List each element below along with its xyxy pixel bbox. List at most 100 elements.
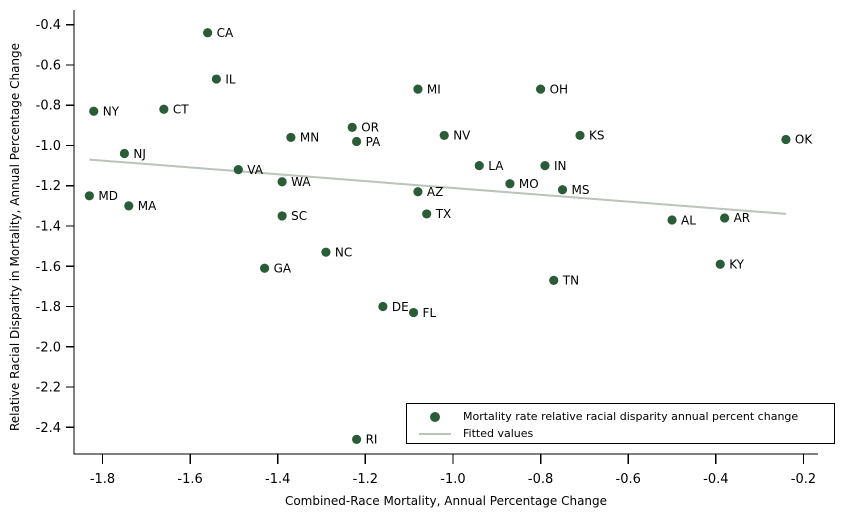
state-label-FL: FL [423,306,437,320]
data-point-NV [439,130,449,141]
data-point-PA [351,136,362,147]
data-point-MO [505,179,515,189]
data-point-AR [720,213,730,223]
state-label-AL: AL [681,213,696,227]
data-point-OR [347,122,357,132]
state-label-PA: PA [366,135,381,149]
data-point-MA [124,201,134,211]
y-tick-label: -0.8 [36,99,61,114]
x-tick-label: -0.2 [791,472,816,487]
y-tick-label: -0.6 [36,58,61,73]
data-point-CT [159,104,169,114]
state-label-GA: GA [274,262,292,276]
state-label-IN: IN [554,159,567,173]
state-label-MS: MS [572,183,590,197]
x-tick-label: -0.8 [528,472,553,487]
data-point-NY [89,106,99,116]
legend-swatch-cell [415,432,455,435]
state-label-OK: OK [795,133,813,147]
data-point-NJ [119,148,130,159]
data-point-GA [259,263,270,273]
data-point-MI [413,84,423,94]
state-label-KS: KS [589,129,605,143]
legend: Mortality rate relative racial disparity… [406,403,835,444]
data-point-CA [203,28,213,38]
state-label-KY: KY [729,258,744,272]
data-point-OK [781,134,791,145]
legend-entry-label: Fitted values [463,427,534,440]
state-label-MA: MA [138,199,157,213]
state-label-WA: WA [291,175,311,189]
y-tick-label: -1.6 [36,260,61,275]
state-label-AZ: AZ [427,185,443,199]
y-tick-label: -2.0 [36,340,61,355]
state-label-SC: SC [291,209,307,223]
legend-entry-fitted-line: Fitted values [407,425,834,442]
fitted-line [89,158,787,215]
y-tick-label: -0.4 [36,18,61,33]
state-label-VA: VA [247,163,263,177]
state-label-MO: MO [519,177,539,191]
data-point-VA [233,165,243,175]
state-label-TN: TN [562,274,579,288]
state-label-LA: LA [488,159,504,173]
legend-entry-label: Mortality rate relative racial disparity… [463,410,799,423]
data-point-AL [667,215,677,225]
data-point-RI [351,434,362,444]
state-label-NJ: NJ [133,147,146,161]
data-point-TN [549,275,559,285]
fitted-line-icon [419,432,451,435]
x-axis-title: Combined-Race Mortality, Annual Percenta… [284,494,608,508]
data-point-KS [575,130,585,141]
x-tick-label: -1.4 [265,472,290,487]
data-point-NC [321,247,331,257]
x-tick-label: -1.6 [177,472,202,487]
data-point-LA [474,161,484,171]
state-label-NC: NC [335,245,352,259]
y-tick-label: -2.4 [36,421,61,436]
data-point-OH [536,84,546,94]
state-label-CA: CA [217,26,234,40]
data-point-IL [211,74,222,84]
y-tick-label: -1.0 [36,139,61,154]
state-label-NY: NY [103,105,120,119]
legend-entry-marker: Mortality rate relative racial disparity… [407,408,834,425]
state-label-IL: IL [225,72,236,86]
x-tick-label: -0.6 [616,472,641,487]
scatter-marker-icon [430,411,440,422]
data-point-IN [540,161,550,171]
y-tick-label: -1.4 [36,220,61,235]
data-point-MD [84,191,94,201]
state-label-AR: AR [734,211,751,225]
data-point-MS [557,185,568,195]
state-label-OR: OR [361,121,379,135]
state-label-CT: CT [173,103,189,117]
data-point-WA [277,177,287,187]
state-label-DE: DE [392,300,409,314]
state-label-MI: MI [427,82,441,96]
legend-swatch-cell [415,411,455,422]
state-label-RI: RI [366,433,378,447]
y-tick-label: -1.2 [36,179,61,194]
data-point-DE [378,301,388,312]
axis-lines [73,10,818,455]
x-tick-label: -1.8 [90,472,115,487]
y-tick-label: -1.8 [36,300,61,315]
state-label-NV: NV [453,129,471,143]
x-tick-label: -0.4 [703,472,728,487]
data-point-KY [715,259,725,269]
x-tick-label: -1.0 [440,472,465,487]
data-point-AZ [413,187,423,197]
state-label-MD: MD [98,189,118,203]
data-point-TX [422,209,432,219]
y-tick-label: -2.2 [36,381,61,396]
state-label-TX: TX [435,207,452,221]
data-point-MN [286,132,296,143]
state-label-OH: OH [550,82,568,96]
data-point-FL [408,307,419,318]
y-axis-title: Relative Racial Disparity in Mortality, … [8,42,22,432]
x-tick-label: -1.2 [353,472,378,487]
data-point-SC [277,211,287,221]
